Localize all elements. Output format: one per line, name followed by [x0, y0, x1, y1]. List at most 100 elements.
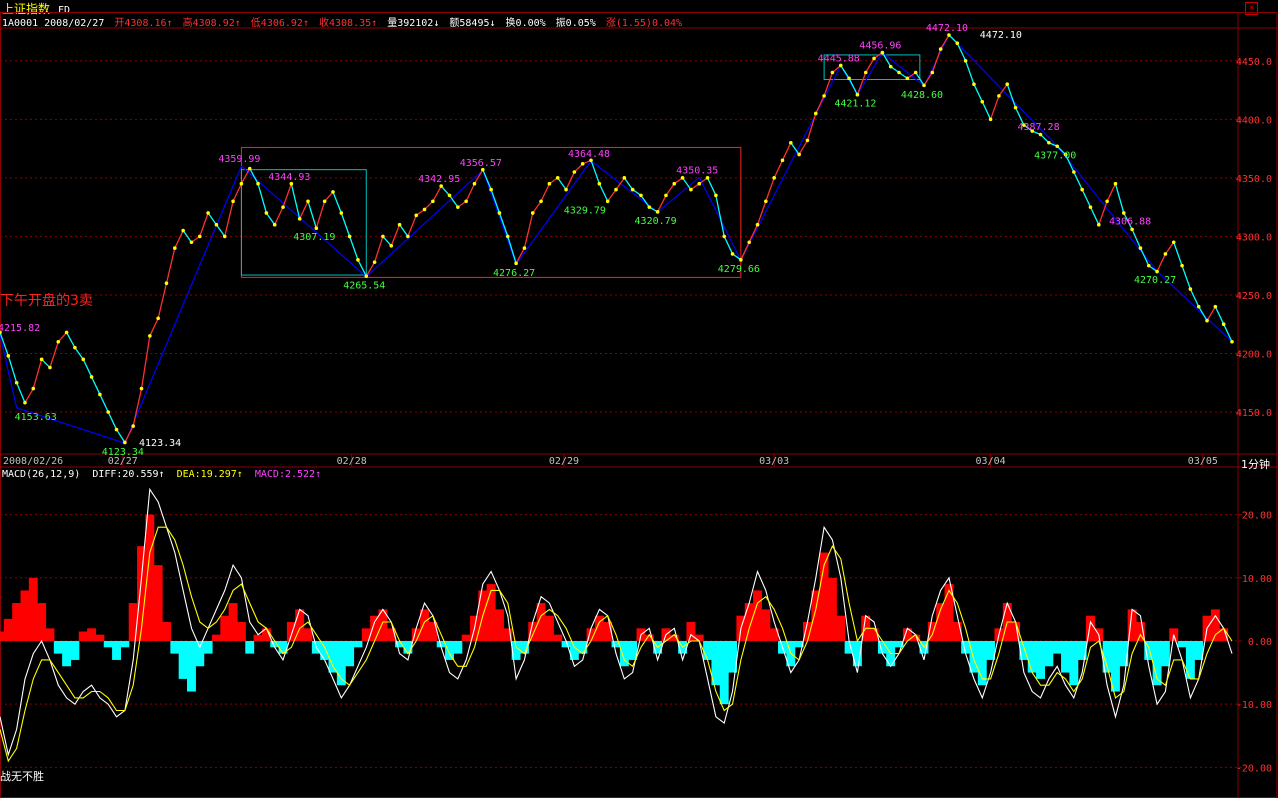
- price-point: [647, 205, 652, 209]
- stroke-segment: [882, 52, 925, 87]
- price-point: [389, 243, 394, 248]
- price-point: [31, 386, 36, 391]
- price-segment: [265, 212, 276, 226]
- stroke-segment: [482, 169, 517, 265]
- price-point: [630, 187, 635, 192]
- price-segment: [573, 163, 584, 173]
- price-segment: [407, 215, 417, 237]
- price-point: [331, 190, 335, 194]
- macd-bar: [445, 640, 454, 660]
- price-segment: [740, 241, 750, 261]
- price-point: [356, 258, 360, 262]
- price-segment: [598, 183, 609, 202]
- price-point: [764, 199, 768, 204]
- macd-bar: [711, 640, 721, 686]
- stroke-segment: [515, 160, 592, 265]
- side-note: 下午开盘的3卖: [0, 293, 93, 309]
- macd-bar: [1102, 640, 1112, 673]
- price-point: [789, 140, 793, 145]
- price-segment: [399, 224, 409, 237]
- price-segment: [565, 171, 575, 190]
- price-point: [822, 94, 826, 98]
- macd-bar: [961, 640, 971, 654]
- price-point: [439, 184, 443, 188]
- macd-bar: [628, 640, 638, 660]
- price-point: [639, 193, 643, 198]
- amount: 额58495↓: [449, 18, 496, 29]
- price-point: [1030, 129, 1035, 133]
- price-segment: [1181, 265, 1191, 290]
- price-point: [164, 281, 169, 286]
- price-point: [264, 211, 269, 215]
- macd-bar: [594, 615, 604, 641]
- macd-bar: [553, 634, 563, 641]
- price-segment: [182, 230, 192, 243]
- price-point: [414, 213, 419, 218]
- macd-bar: [1086, 615, 1095, 641]
- price-point: [1180, 263, 1184, 268]
- price-segment: [7, 355, 18, 383]
- price-point: [1163, 252, 1168, 256]
- price-point: [722, 234, 727, 239]
- price-segment: [224, 201, 234, 237]
- price-segment: [66, 332, 76, 348]
- price-segment: [781, 142, 792, 161]
- macd-bar: [703, 640, 713, 660]
- price-point: [206, 211, 210, 215]
- price-segment: [657, 195, 667, 213]
- price-tick-label: 4300.0: [1236, 232, 1272, 243]
- price-segment: [257, 183, 268, 214]
- pivot-box: [823, 54, 921, 81]
- price-segment: [981, 101, 992, 120]
- price-point: [1005, 82, 1010, 86]
- price-segment: [332, 191, 342, 214]
- price-tick-label: 4200.0: [1236, 349, 1272, 360]
- macd-bar: [911, 634, 921, 641]
- price-segment: [965, 60, 975, 85]
- price-segment: [1106, 183, 1117, 202]
- price-point: [697, 181, 702, 186]
- macd-bar: [952, 622, 962, 641]
- price-segment: [1056, 145, 1066, 155]
- price-point: [672, 181, 677, 186]
- macd-bar: [519, 640, 529, 654]
- price-annotation: 4359.99: [218, 154, 260, 165]
- price-tick-label: 4150.0: [1236, 408, 1272, 419]
- macd-bar: [170, 640, 180, 654]
- price-segment: [1006, 83, 1017, 108]
- price-point: [755, 222, 760, 227]
- macd-bar: [211, 634, 221, 641]
- period-selector[interactable]: 1分钟: [1241, 458, 1270, 471]
- price-point: [780, 158, 785, 163]
- index-code: FD: [58, 5, 71, 16]
- macd-bar: [220, 615, 230, 641]
- price-segment: [798, 140, 809, 155]
- close-button[interactable]: ×: [1245, 2, 1258, 15]
- macd-header: MACD(26,12,9) DIFF:20.559↑ DEA:19.297↑ M…: [2, 469, 327, 480]
- price-segment: [973, 83, 983, 103]
- price-segment: [324, 191, 334, 202]
- macd-bar: [603, 622, 613, 641]
- macd-bar: [87, 628, 97, 641]
- quote-info-bar: 1A0001 2008/02/27 开4308.16↑ 高4308.92↑ 低4…: [2, 14, 686, 29]
- macd-bar: [95, 634, 105, 641]
- macd-bar: [1052, 640, 1062, 654]
- price-point: [855, 92, 860, 97]
- price-annotation: 4350.35: [676, 165, 718, 176]
- macd-bar: [353, 640, 363, 648]
- price-segment: [498, 212, 509, 237]
- macd-bar: [62, 640, 72, 667]
- price-point: [247, 166, 252, 171]
- date-label: 02/29: [549, 456, 579, 467]
- macd-bar: [386, 628, 396, 641]
- price-segment: [515, 247, 526, 264]
- macd-bar: [869, 628, 879, 641]
- price-point: [48, 365, 52, 370]
- price-segment: [756, 201, 767, 225]
- macd-bar: [361, 628, 371, 641]
- macd-bar: [902, 628, 912, 641]
- price-tick-label: 4450.0: [1236, 57, 1272, 68]
- price-point: [447, 193, 452, 198]
- macd-bar: [1127, 609, 1137, 641]
